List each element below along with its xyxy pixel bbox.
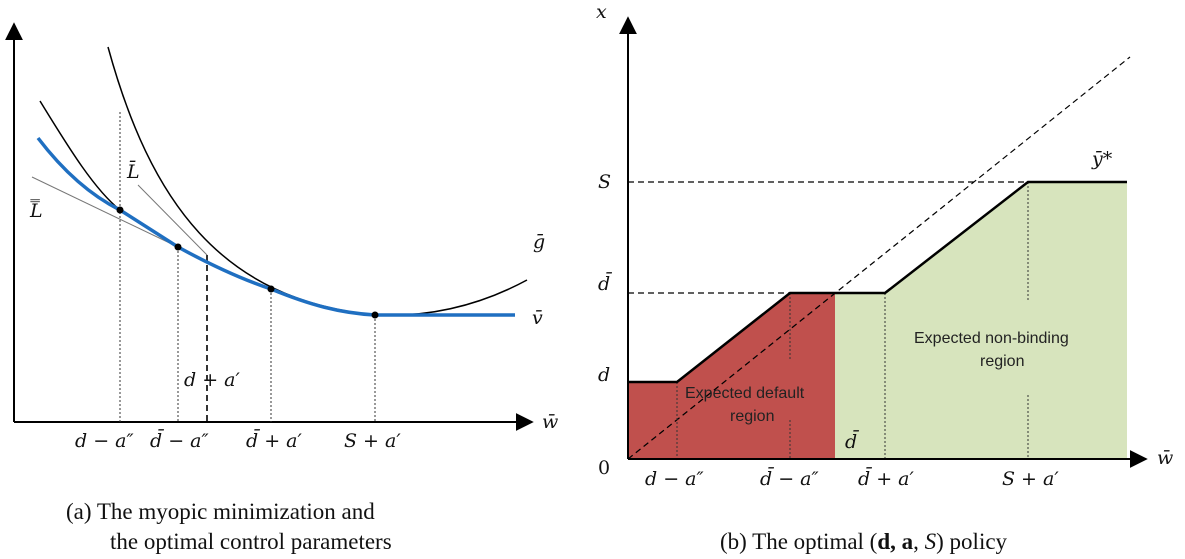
caption-a-line1: (a) The myopic minimization and: [66, 499, 375, 524]
curve-g-bar: [107, 46, 528, 317]
panel-b-y-label: x: [596, 1, 607, 23]
xtick-b-dbar: d̄: [845, 429, 859, 453]
tick-a-d-minus-a2: d − a″: [75, 430, 134, 452]
tick-a-d-plus-a1: d + a′: [184, 369, 240, 391]
tick-a-S-plus-a1: S + a′: [344, 430, 401, 452]
caption-b-bold: d, a: [877, 529, 913, 554]
caption-b: (b) The optimal (d, a, S) policy: [720, 529, 1008, 554]
region-nonbinding: [835, 182, 1127, 459]
xtick-b-dbar-plus-a1: d̄ + a′: [858, 466, 914, 490]
xtick-b-dbar-minus-a2: d̄ − a″: [760, 466, 819, 490]
xtick-b-d-minus-a2: d − a″: [645, 468, 704, 490]
panel-b: x w̄ 0 S d̄ d d − a″ d̄ − a″ d̄ d̄ + a′ …: [596, 1, 1173, 554]
point-4: [371, 311, 379, 319]
caption-b-prefix: (b) The optimal (: [720, 529, 877, 554]
region-nonbinding-line1: Expected non-binding: [914, 330, 1069, 347]
curve-upper-left: [39, 100, 121, 211]
panel-b-x-label: w̄: [1157, 447, 1173, 469]
label-L-bar: L̄: [126, 160, 140, 183]
caption-b-suffix: ) policy: [936, 529, 1007, 554]
ytick-S: S: [598, 171, 611, 193]
region-default-line1: Expected default: [685, 385, 805, 402]
caption-b-mid: ,: [913, 529, 925, 554]
ytick-dbar: d̄: [598, 271, 612, 295]
origin-label: 0: [598, 457, 610, 479]
diagonal-45: [627, 56, 1131, 460]
region-default-line2: region: [730, 408, 774, 425]
panel-a: ḡ v̄ L̄ L̿ w̄ d − a″ d̄ − a″ d + a′ d̄ +…: [4, 22, 558, 554]
label-g-bar: ḡ: [533, 231, 545, 253]
label-L-double-bar: L̿: [29, 200, 43, 222]
ytick-d: d: [598, 364, 610, 386]
tick-a-dbar-minus-a2: d̄ − a″: [150, 428, 209, 452]
tangent-L-bar: [137, 184, 208, 256]
caption-a-line2: the optimal control parameters: [110, 529, 392, 554]
xtick-b-S-plus-a1: S + a′: [1002, 468, 1059, 490]
label-v-bar: v̄: [532, 307, 543, 329]
point-3: [267, 285, 275, 293]
tangent-L-double-bar: [31, 176, 179, 248]
point-2: [174, 243, 182, 251]
policy-line: [628, 180, 1127, 384]
region-nonbinding-line2: region: [980, 353, 1024, 370]
curve-v-bar: [36, 136, 515, 317]
tick-a-dbar-plus-a1: d̄ + a′: [246, 428, 302, 452]
caption-b-italic: S: [925, 529, 937, 554]
panel-a-x-label: w̄: [542, 411, 558, 433]
policy-label: ȳ*: [1091, 148, 1113, 170]
point-1: [116, 206, 124, 214]
